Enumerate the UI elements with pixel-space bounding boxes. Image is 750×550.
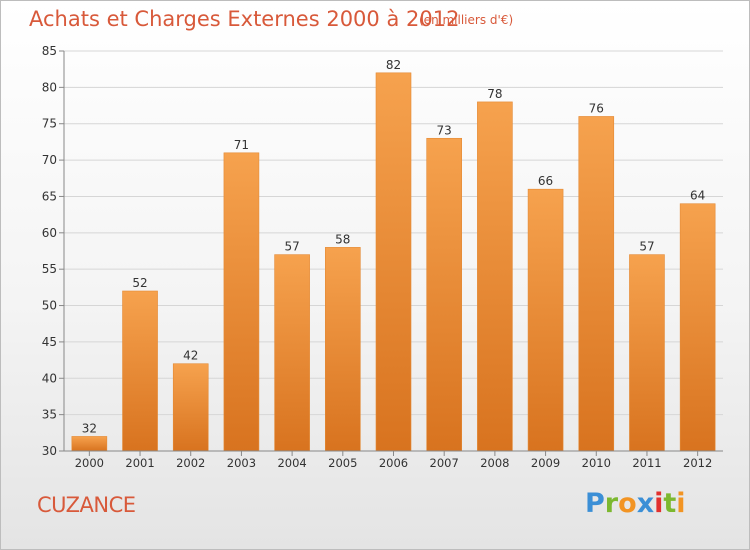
y-tick-label: 35 [42,408,57,422]
y-tick-label: 75 [42,117,57,131]
logo-letter: o [618,488,637,519]
bar-2005 [325,247,361,452]
x-tick-label-2005: 2005 [328,456,357,470]
data-label-2002: 42 [183,349,198,363]
bar-2008 [477,101,513,452]
logo-letter: x [636,488,655,519]
x-tick-label-2006: 2006 [379,456,408,470]
x-tick-label-2009: 2009 [531,456,560,470]
bar-2004 [274,254,310,452]
data-label-2011: 57 [639,240,654,254]
y-tick-label: 55 [42,262,57,276]
commune-name: CUZANCE [37,493,136,517]
logo-letter: i [676,488,686,519]
y-tick-label: 60 [42,226,57,240]
data-label-2009: 66 [538,174,553,188]
data-label-2005: 58 [335,232,350,246]
chart-subtitle: (en milliers d'€) [419,13,514,27]
data-label-2010: 76 [589,101,604,115]
logo-letter: P [585,488,605,519]
data-label-2008: 78 [487,87,502,101]
x-tick-label-2012: 2012 [683,456,712,470]
y-tick-label: 65 [42,189,57,203]
x-tick-label-2011: 2011 [632,456,661,470]
bar-2012 [679,203,716,452]
data-label-2000: 32 [82,421,97,435]
y-tick-label: 40 [42,371,57,385]
x-tick-label-2008: 2008 [480,456,509,470]
data-label-2004: 57 [284,240,299,254]
bar-2010 [578,116,615,452]
data-label-2007: 73 [437,123,452,137]
x-tick-label-2000: 2000 [75,456,104,470]
bar-2009 [527,188,564,452]
y-tick-label: 30 [42,444,57,458]
data-label-2012: 64 [690,189,705,203]
y-tick-label: 70 [42,153,57,167]
axes: 30 35 40 45 50 55 60 65 70 75 80 85 2000 2001 2002 2003… [42,44,723,470]
bar-2011 [629,254,665,452]
bar-2007 [426,137,462,452]
x-tick-label-2003: 2003 [227,456,256,470]
bar-2002 [172,363,209,452]
bar-2006 [375,72,412,452]
bar-2003 [223,152,260,452]
x-tick-label-2010: 2010 [582,456,611,470]
y-tick-label: 50 [42,299,57,313]
y-tick-label: 45 [42,335,57,349]
data-label-2006: 82 [386,58,401,72]
data-labels: 32 52 42 71 57 58 82 73 78 66 76 57 64 [82,58,706,436]
chart-title: Achats et Charges Externes 2000 à 2012 [29,7,460,31]
logo-letter: t [663,488,677,519]
bar-2001 [122,290,158,452]
bars [71,72,716,452]
x-tick-label-2001: 2001 [125,456,154,470]
logo-letter: i [654,488,664,519]
proxiti-logo: Proxiti [585,488,686,519]
data-label-2003: 71 [234,138,249,152]
bar-2000 [71,436,108,452]
y-tick-label: 80 [42,80,57,94]
logo-letter: r [604,488,619,519]
x-tick-label-2004: 2004 [277,456,306,470]
x-tick-label-2002: 2002 [176,456,205,470]
data-label-2001: 52 [132,276,147,290]
y-tick-label: 85 [42,44,57,58]
x-tick-label-2007: 2007 [430,456,459,470]
